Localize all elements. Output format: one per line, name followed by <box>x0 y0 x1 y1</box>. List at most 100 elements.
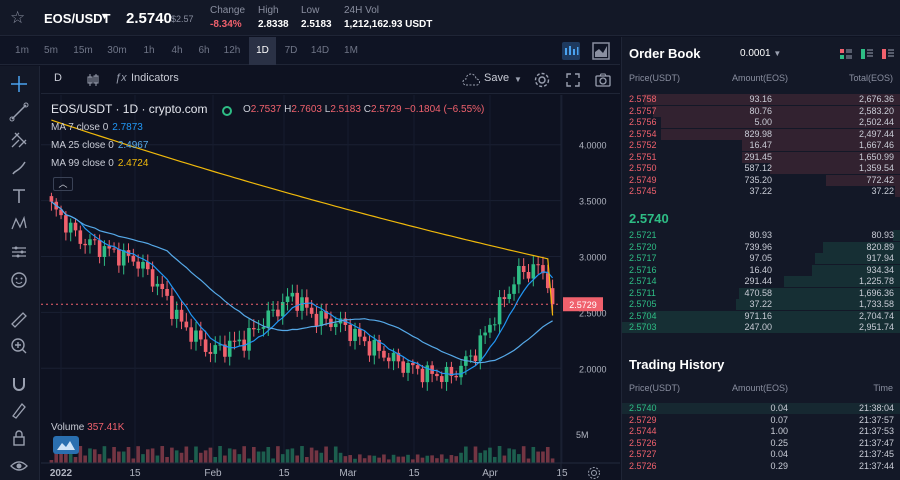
volume-bar <box>145 449 150 463</box>
interval-1d[interactable]: 1D <box>249 37 276 65</box>
candle-body <box>541 265 545 274</box>
interval-1mo[interactable]: 1M <box>344 45 358 56</box>
view-both-icon[interactable] <box>840 49 852 59</box>
zoom-in-icon[interactable] <box>9 336 29 356</box>
ask-row[interactable]: 2.5758 93.16 2,676.36 <box>622 94 900 105</box>
ask-row[interactable]: 2.5757 80.76 2,583.20 <box>622 105 900 117</box>
bid-row[interactable]: 2.5717 97.05 917.94 <box>622 253 900 264</box>
chart-canvas[interactable]: 4.0000 3.5000 3.0000 2.5000 2.0000 2022 15 Feb 1… <box>41 95 620 480</box>
stat-volume: 24H Vol 1,212,162.93 USDT <box>344 5 432 30</box>
cloud-icon[interactable] <box>461 73 481 87</box>
ask-depth-bar <box>661 128 900 140</box>
ask-row[interactable]: 2.5752 16.47 1,667.46 <box>622 140 900 151</box>
interval-1h[interactable]: 1h <box>143 45 155 56</box>
text-tool-icon[interactable] <box>9 186 29 206</box>
candle-body <box>179 309 184 322</box>
save-button[interactable]: Save <box>484 72 510 84</box>
stat-label: High <box>258 5 279 16</box>
pair-selector[interactable]: EOS/USDT <box>44 11 111 26</box>
candlestick-view-icon[interactable] <box>562 42 580 60</box>
volume-bar <box>300 446 304 463</box>
ob-header-total: Total(EOS) <box>848 73 893 83</box>
interval-12h[interactable]: 12h <box>223 45 241 56</box>
axis-settings-gear-icon[interactable] <box>587 466 601 480</box>
area-chart-view-icon[interactable] <box>592 42 610 60</box>
magnet-icon[interactable] <box>9 374 29 394</box>
chevron-down-icon[interactable]: ▼ <box>100 11 109 21</box>
bid-amount: 80.93 <box>749 230 772 240</box>
trade-row: 2.5727 0.04 21:37:45 <box>622 449 900 460</box>
volume-value: 357.41K <box>87 422 125 433</box>
crosshair-icon[interactable] <box>9 74 29 94</box>
bid-row[interactable]: 2.5704 971.16 2,704.74 <box>622 310 900 322</box>
order-book-panel: Order Book 0.0001 ▼ Price(USDT) Amount(E… <box>621 37 900 480</box>
interval-6h[interactable]: 6h <box>198 45 210 56</box>
bid-depth-bar <box>736 299 900 310</box>
pattern-tool-icon[interactable] <box>9 214 29 234</box>
interval-30m[interactable]: 30m <box>107 45 127 56</box>
volume-legend: Volume 357.41K <box>51 422 124 433</box>
bid-row[interactable]: 2.5711 470.58 1,696.36 <box>622 287 900 299</box>
interval-7d[interactable]: 7D <box>284 45 298 56</box>
measure-tool-icon[interactable] <box>9 242 29 262</box>
ruler-icon[interactable] <box>9 310 29 330</box>
th-header-amount: Amount(EOS) <box>732 383 789 393</box>
ask-row[interactable]: 2.5745 37.22 37.22 <box>622 186 900 197</box>
emoji-icon[interactable] <box>9 270 29 290</box>
bid-total: 2,704.74 <box>858 310 894 321</box>
chevron-down-icon: ▼ <box>773 49 782 58</box>
interval-15m[interactable]: 15m <box>73 45 93 56</box>
candle-style-icon[interactable] <box>85 72 101 88</box>
y-tick-label: 3.0000 <box>579 253 607 263</box>
volume-label: Volume <box>51 422 85 433</box>
ma7-legend[interactable]: MA 7 close 0 2.7873 <box>51 122 143 133</box>
fullscreen-icon[interactable] <box>565 72 581 88</box>
volume-bar <box>107 458 112 463</box>
ask-row[interactable]: 2.5750 587.12 1,359.54 <box>622 163 900 174</box>
pitchfork-icon[interactable] <box>9 130 29 150</box>
lock-icon[interactable] <box>9 428 29 448</box>
bid-row[interactable]: 2.5716 16.40 934.34 <box>622 264 900 276</box>
trade-row: 2.5726 0.25 21:37:47 <box>622 438 900 449</box>
precision-dropdown[interactable]: 0.0001 ▼ <box>740 48 781 59</box>
order-book-title: Order Book <box>629 46 701 61</box>
interval-14d[interactable]: 14D <box>310 45 330 56</box>
ask-row[interactable]: 2.5756 5.00 2,502.44 <box>622 117 900 128</box>
interval-dropdown[interactable]: D <box>54 72 62 84</box>
trend-line-icon[interactable] <box>9 102 29 122</box>
indicators-fx-icon[interactable]: ƒx <box>115 72 127 84</box>
save-chevron-icon[interactable]: ▼ <box>514 75 522 84</box>
change-value: −0.1804 (−6.55%) <box>404 104 485 115</box>
ask-row[interactable]: 2.5749 735.20 772.42 <box>622 174 900 186</box>
bid-row[interactable]: 2.5720 739.96 820.89 <box>622 241 900 253</box>
bid-row[interactable]: 2.5703 247.00 2,951.74 <box>622 322 900 333</box>
ask-total: 2,502.44 <box>858 117 894 127</box>
volume-bar <box>478 452 483 463</box>
interval-1m[interactable]: 1m <box>15 45 29 56</box>
volume-bar <box>411 459 415 463</box>
camera-icon[interactable] <box>594 71 612 89</box>
bid-row[interactable]: 2.5705 37.22 1,733.58 <box>622 299 900 310</box>
price-chart[interactable]: 4.0000 3.5000 3.0000 2.5000 2.0000 2022 15 Feb 1… <box>41 95 620 480</box>
ma25-legend[interactable]: MA 25 close 0 2.4967 <box>51 140 148 151</box>
bid-row[interactable]: 2.5714 291.44 1,225.78 <box>622 276 900 287</box>
volume-bar <box>358 454 362 463</box>
view-asks-icon[interactable] <box>882 49 894 59</box>
legend-collapse-button[interactable]: ︿ <box>53 177 73 191</box>
ma99-legend[interactable]: MA 99 close 0 2.4724 <box>51 158 148 169</box>
interval-4h[interactable]: 4h <box>171 45 183 56</box>
ask-row[interactable]: 2.5751 291.45 1,650.99 <box>622 151 900 163</box>
view-bids-icon[interactable] <box>861 49 873 59</box>
volume-bar <box>464 446 468 463</box>
settings-gear-icon[interactable] <box>533 71 551 89</box>
ask-row[interactable]: 2.5754 829.98 2,497.44 <box>622 128 900 140</box>
bid-row[interactable]: 2.5721 80.93 80.93 <box>622 230 900 241</box>
indicators-button[interactable]: Indicators <box>131 72 179 84</box>
pencil-lock-icon[interactable] <box>9 400 29 420</box>
volume-bar <box>309 447 314 463</box>
eye-icon[interactable] <box>9 456 29 476</box>
favorite-star-icon[interactable]: ☆ <box>10 8 26 27</box>
interval-5m[interactable]: 5m <box>44 45 58 56</box>
brush-icon[interactable] <box>9 158 29 178</box>
volume-bar <box>295 455 299 463</box>
